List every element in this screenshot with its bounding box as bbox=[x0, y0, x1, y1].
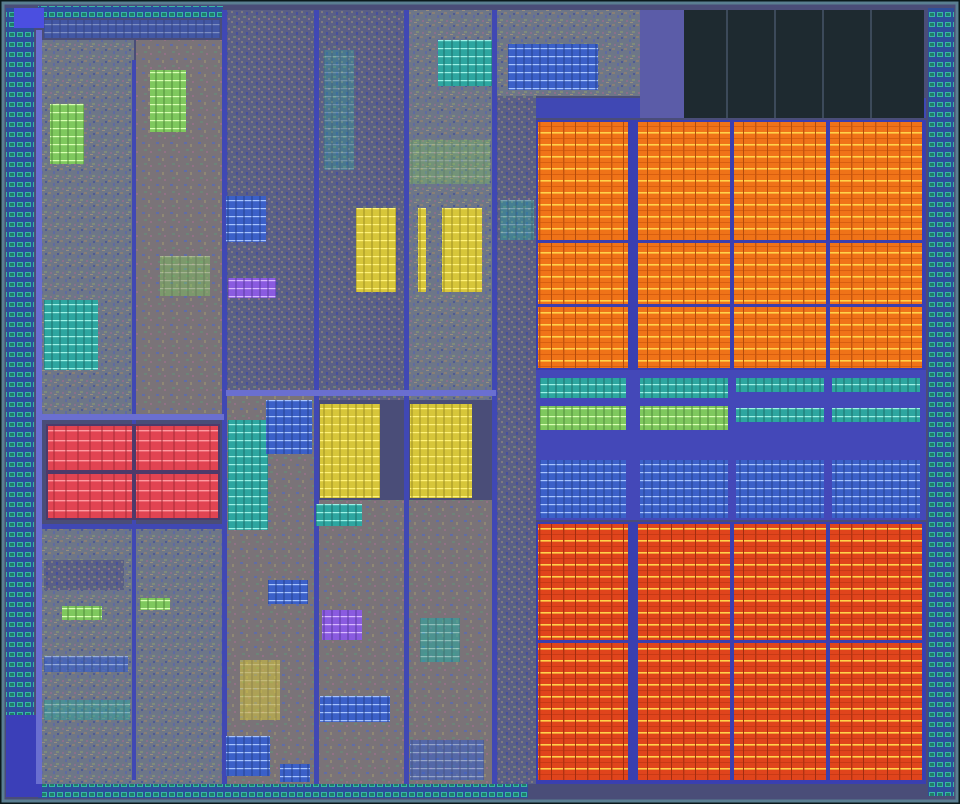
sram-array-teal-4 bbox=[316, 504, 362, 526]
cache-array-lower bbox=[536, 522, 926, 784]
sram-array-gray-10 bbox=[500, 200, 534, 240]
cache-tag-band bbox=[536, 370, 926, 520]
sram-array-gray-4 bbox=[44, 656, 128, 672]
sram-array-teal-1 bbox=[438, 40, 492, 86]
sram-array-gray-12 bbox=[280, 764, 310, 782]
sram-array-violet-2 bbox=[322, 610, 362, 640]
sram-array-green-3 bbox=[62, 606, 102, 620]
sram-array-blue-1 bbox=[226, 196, 266, 242]
channel-horizontal-3 bbox=[226, 390, 496, 396]
pad-ring-left bbox=[6, 8, 34, 796]
sram-array-gray-6 bbox=[410, 140, 490, 184]
dark-block-top-right bbox=[640, 10, 924, 118]
pad-ring-top-left bbox=[38, 6, 223, 18]
sram-array-gray-7 bbox=[324, 50, 354, 170]
channel-vertical-3 bbox=[222, 10, 227, 784]
sram-array-teal-3 bbox=[228, 420, 268, 530]
sram-array-yellow-4 bbox=[410, 404, 472, 498]
sram-array-yellow-1 bbox=[356, 208, 396, 292]
pad-ring-right bbox=[928, 8, 954, 796]
cache-array-upper bbox=[536, 120, 926, 370]
channel-horizontal-1 bbox=[42, 414, 224, 420]
sram-array-gray-11 bbox=[410, 740, 484, 780]
corner-block-top-left bbox=[14, 8, 44, 28]
channel-vertical-6 bbox=[492, 10, 497, 784]
sram-array-yellow-5 bbox=[418, 208, 426, 292]
sram-array-blue-2 bbox=[266, 400, 312, 454]
sram-array-gray-5 bbox=[160, 256, 210, 296]
channel-vertical-5 bbox=[404, 10, 409, 784]
sram-array-gray-9 bbox=[44, 20, 220, 38]
sram-array-blue-4 bbox=[226, 736, 270, 776]
sram-array-green-1 bbox=[50, 104, 84, 164]
sram-array-violet-1 bbox=[228, 278, 276, 298]
sram-array-gray-1 bbox=[44, 560, 124, 590]
sram-array-gray-8 bbox=[44, 700, 130, 720]
sram-array-red bbox=[46, 424, 220, 520]
sram-array-gray-2 bbox=[240, 660, 280, 720]
channel-horizontal-2 bbox=[42, 524, 224, 529]
sram-array-blue-3 bbox=[320, 696, 390, 722]
sram-array-green-4 bbox=[140, 598, 170, 610]
sram-array-yellow-3 bbox=[320, 404, 380, 498]
logic-region-right-strip bbox=[496, 96, 536, 784]
sram-array-gray-3 bbox=[420, 618, 460, 662]
channel-vertical-1 bbox=[36, 30, 42, 784]
sram-array-teal-2 bbox=[44, 300, 98, 370]
sram-array-green-2 bbox=[150, 70, 186, 132]
channel-vertical-4 bbox=[314, 10, 319, 784]
sram-array-blue-5 bbox=[268, 580, 308, 604]
sram-array-yellow-2 bbox=[442, 208, 482, 292]
sram-array-blue-6 bbox=[508, 44, 598, 90]
pad-ring-bottom bbox=[38, 784, 528, 798]
